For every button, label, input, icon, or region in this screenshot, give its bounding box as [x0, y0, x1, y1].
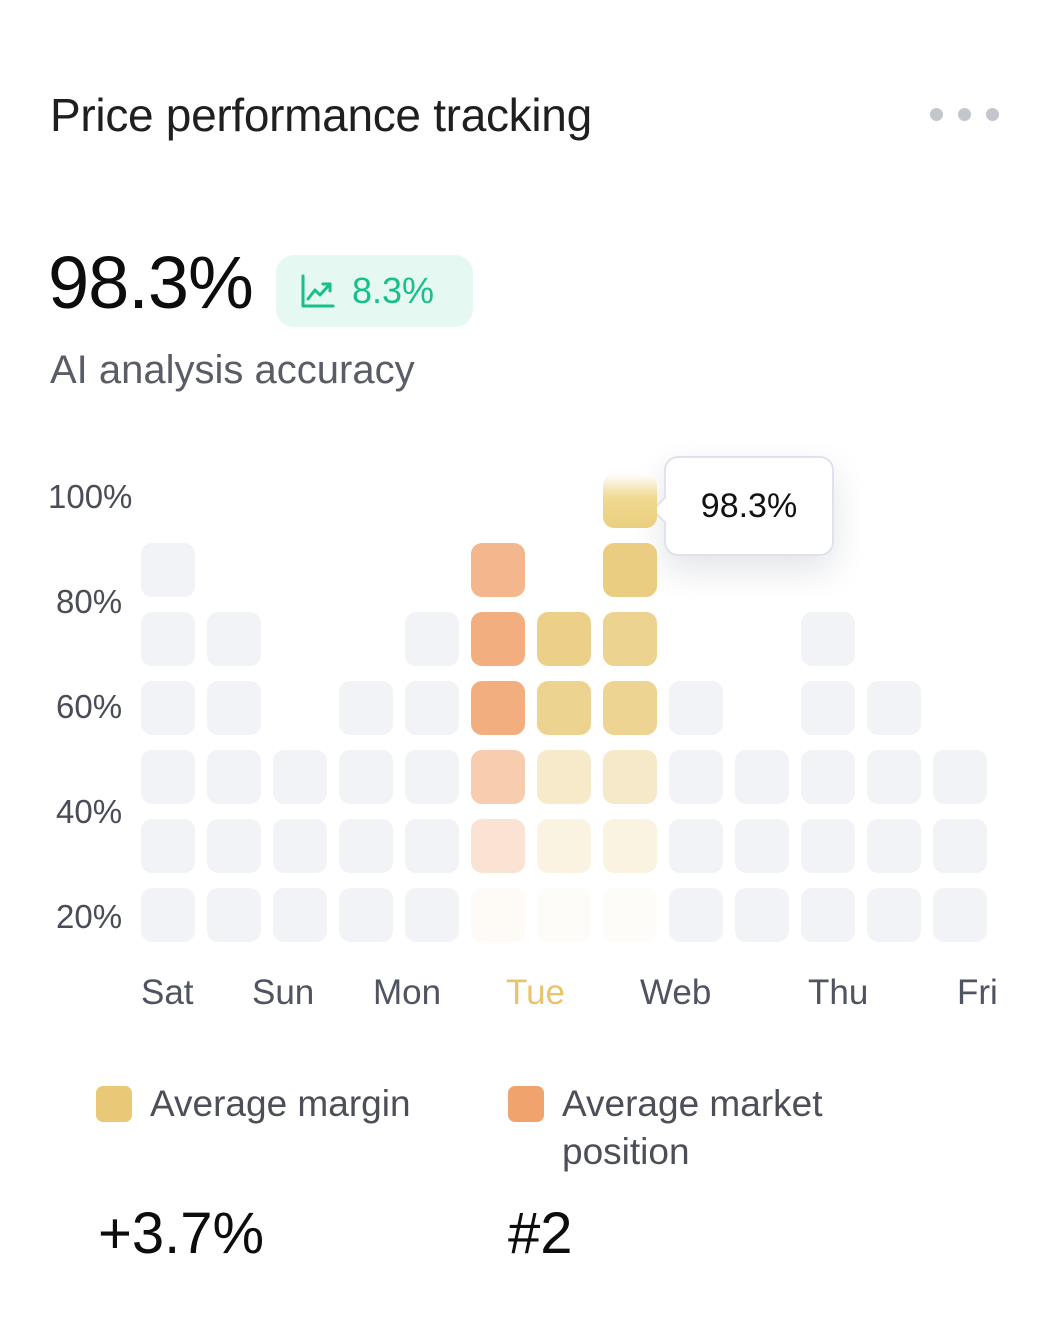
- more-horizontal-icon: [930, 107, 943, 121]
- heatmap-cell-empty[interactable]: [735, 819, 789, 873]
- legend-swatch-market-position: [508, 1086, 544, 1122]
- heatmap-chart: 100% 80% 60% 40% 20% Sat Sun Mon Tue Web…: [0, 440, 1050, 1040]
- heatmap-cell-market-position[interactable]: [471, 681, 525, 735]
- heatmap-cell-empty[interactable]: [669, 750, 723, 804]
- legend-label-margin: Average margin: [150, 1083, 411, 1124]
- heatmap-cell-empty[interactable]: [801, 681, 855, 735]
- kpi-subtitle: AI analysis accuracy: [50, 348, 415, 392]
- heatmap-cell-empty[interactable]: [207, 888, 261, 942]
- x-tick-label: Sat: [141, 973, 194, 1012]
- heatmap-cell-empty[interactable]: [141, 750, 195, 804]
- more-horizontal-icon: [958, 107, 971, 121]
- legend-value-margin: +3.7%: [98, 1201, 265, 1266]
- heatmap-cell-empty[interactable]: [735, 750, 789, 804]
- value-tooltip: 98.3%: [651, 456, 834, 556]
- heatmap-cell-margin[interactable]: [537, 819, 591, 873]
- heatmap-cell-empty[interactable]: [405, 681, 459, 735]
- heatmap-cell-market-position[interactable]: [471, 819, 525, 873]
- x-tick-label: Thu: [808, 973, 869, 1012]
- heatmap-cell-empty[interactable]: [141, 612, 195, 666]
- x-tick-label: Sun: [252, 973, 315, 1012]
- heatmap-cell-empty[interactable]: [867, 819, 921, 873]
- heatmap-cell-empty[interactable]: [867, 681, 921, 735]
- heatmap-cell-empty[interactable]: [735, 888, 789, 942]
- heatmap-cell-margin[interactable]: [603, 750, 657, 804]
- heatmap-cell-margin[interactable]: [603, 819, 657, 873]
- heatmap-cell-empty[interactable]: [801, 750, 855, 804]
- heatmap-cell-empty[interactable]: [141, 543, 195, 597]
- heatmap-cell-empty[interactable]: [339, 750, 393, 804]
- heatmap-cell-empty[interactable]: [273, 888, 327, 942]
- heatmap-cell-empty[interactable]: [273, 750, 327, 804]
- kpi-value: 98.3%: [48, 241, 254, 324]
- heatmap-cell-empty[interactable]: [669, 819, 723, 873]
- x-tick-label: Fri: [957, 973, 998, 1012]
- y-tick-label: 60%: [56, 688, 123, 725]
- legend-label-market-position: Average market position: [562, 1083, 823, 1172]
- y-tick-label: 100%: [48, 478, 133, 515]
- heatmap-cell-empty[interactable]: [405, 819, 459, 873]
- heatmap-cell-empty[interactable]: [933, 750, 987, 804]
- heatmap-cell-peak[interactable]: [603, 474, 657, 528]
- x-tick-label: Web: [640, 973, 712, 1012]
- heatmap-cell-empty[interactable]: [273, 819, 327, 873]
- heatmap-cell-empty[interactable]: [867, 750, 921, 804]
- heatmap-cell-empty[interactable]: [801, 612, 855, 666]
- change-badge: 8.3%: [276, 255, 473, 327]
- heatmap-cell-empty[interactable]: [405, 750, 459, 804]
- heatmap-cell-empty[interactable]: [405, 888, 459, 942]
- y-tick-label: 40%: [56, 793, 123, 830]
- heatmap-cell-margin[interactable]: [537, 888, 591, 942]
- heatmap-cell-margin[interactable]: [603, 612, 657, 666]
- heatmap-cell-empty[interactable]: [933, 819, 987, 873]
- heatmap-cell-empty[interactable]: [207, 819, 261, 873]
- heatmap-cell-empty[interactable]: [669, 681, 723, 735]
- heatmap-cell-empty[interactable]: [339, 888, 393, 942]
- heatmap-cell-market-position[interactable]: [471, 888, 525, 942]
- heatmap-cell-empty[interactable]: [801, 819, 855, 873]
- tooltip-value: 98.3%: [700, 486, 798, 525]
- heatmap-cell-empty[interactable]: [867, 888, 921, 942]
- heatmap-cell-empty[interactable]: [801, 888, 855, 942]
- heatmap-cell-market-position[interactable]: [471, 750, 525, 804]
- heatmap-cell-margin[interactable]: [603, 681, 657, 735]
- heatmap-cell-margin[interactable]: [537, 681, 591, 735]
- legend-swatch-margin: [96, 1086, 132, 1122]
- trend-up-icon: [301, 274, 335, 308]
- more-horizontal-icon: [986, 107, 999, 121]
- change-value: 8.3%: [352, 270, 435, 311]
- x-tick-label: Mon: [373, 973, 442, 1012]
- heatmap-cell-margin[interactable]: [603, 543, 657, 597]
- heatmap-cell-market-position[interactable]: [471, 612, 525, 666]
- heatmap-cell-empty[interactable]: [405, 612, 459, 666]
- y-tick-label: 20%: [56, 898, 123, 935]
- heatmap-cell-margin[interactable]: [603, 888, 657, 942]
- heatmap-cell-margin[interactable]: [537, 612, 591, 666]
- page-title: Price performance tracking: [50, 89, 592, 141]
- heatmap-cell-empty[interactable]: [207, 750, 261, 804]
- y-tick-label: 80%: [56, 583, 123, 620]
- heatmap-cell-margin[interactable]: [537, 750, 591, 804]
- heatmap-cell-empty[interactable]: [141, 819, 195, 873]
- more-options-button[interactable]: [922, 100, 1012, 128]
- heatmap-cell-empty[interactable]: [207, 612, 261, 666]
- legend-value-market-position: #2: [508, 1201, 573, 1266]
- heatmap-cell-empty[interactable]: [207, 681, 261, 735]
- heatmap-cell-empty[interactable]: [141, 681, 195, 735]
- heatmap-cell-market-position[interactable]: [471, 543, 525, 597]
- heatmap-cell-empty[interactable]: [933, 888, 987, 942]
- heatmap-cell-empty[interactable]: [141, 888, 195, 942]
- x-tick-label-active[interactable]: Tue: [506, 973, 566, 1012]
- heatmap-cell-empty[interactable]: [669, 888, 723, 942]
- heatmap-cell-empty[interactable]: [339, 681, 393, 735]
- heatmap-cell-empty[interactable]: [339, 819, 393, 873]
